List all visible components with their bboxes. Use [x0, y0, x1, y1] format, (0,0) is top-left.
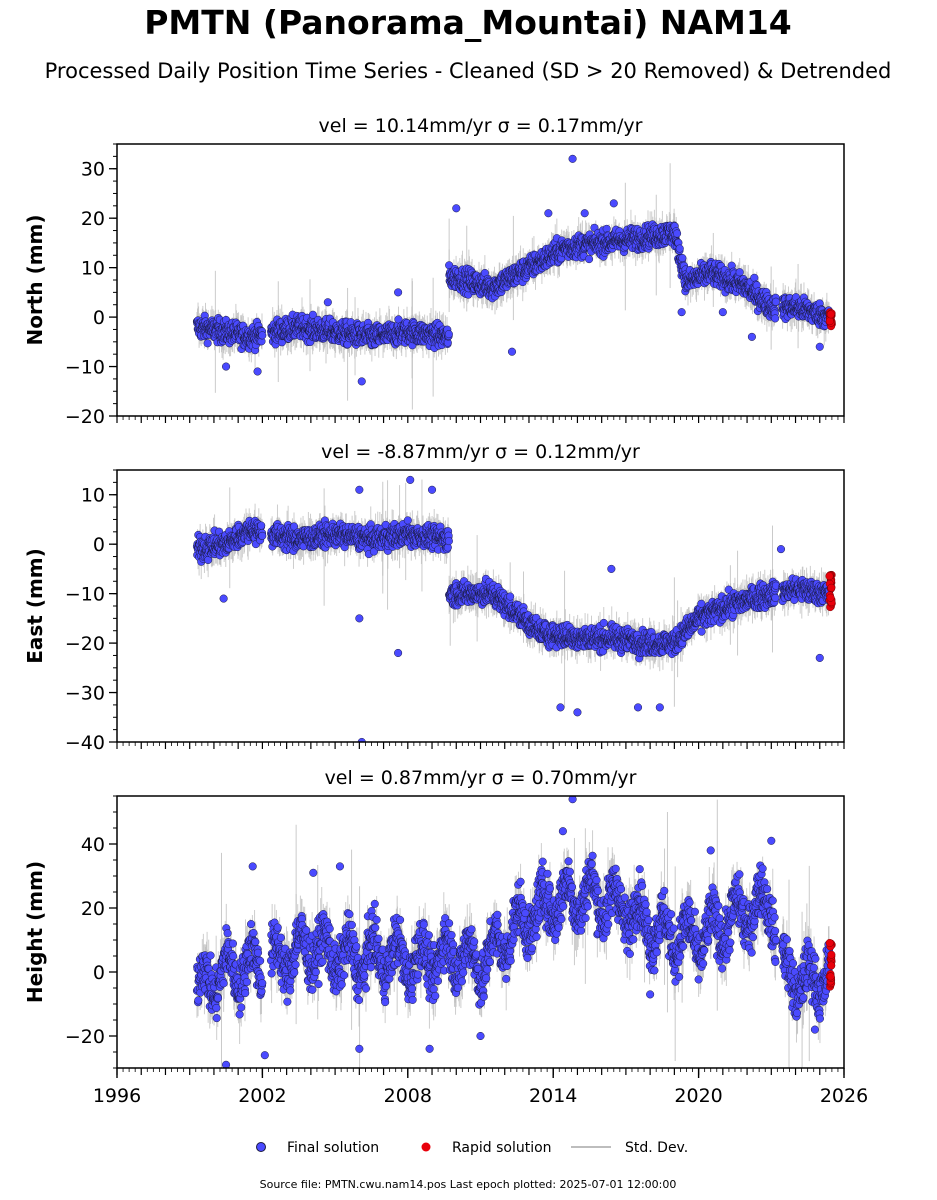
- final-point: [609, 199, 618, 208]
- final-point: [544, 209, 553, 218]
- north-panel-title: vel = 10.14mm/yr σ = 0.17mm/yr: [319, 115, 643, 137]
- final-point: [203, 339, 212, 348]
- final-point: [815, 342, 824, 351]
- final-point: [357, 377, 366, 386]
- final-point: [771, 297, 781, 306]
- final-point: [222, 362, 231, 371]
- final-point: [585, 255, 594, 264]
- rapid-point: [825, 317, 834, 326]
- final-point: [675, 244, 684, 253]
- north-final-points: [192, 154, 834, 386]
- final-point: [678, 253, 687, 263]
- final-point: [750, 273, 759, 282]
- final-point: [507, 347, 517, 356]
- final-point: [258, 331, 267, 340]
- final-point: [308, 310, 317, 319]
- y-tick-label: −20: [65, 406, 105, 428]
- final-point: [747, 332, 756, 341]
- final-point: [452, 204, 461, 213]
- north-ylabel: North (mm): [23, 214, 47, 345]
- final-point: [444, 330, 453, 339]
- east-panel-title: vel = -8.87mm/yr σ = 0.12mm/yr: [321, 441, 640, 463]
- y-tick-label: 20: [81, 208, 105, 230]
- final-point: [673, 229, 682, 238]
- rapid-point: [826, 310, 835, 319]
- final-point: [394, 288, 403, 297]
- east-ylabel: East (mm): [23, 548, 47, 664]
- y-tick-label: −10: [65, 357, 105, 379]
- y-tick-label: 30: [81, 159, 105, 181]
- y-tick-label: 0: [93, 307, 105, 329]
- final-point: [253, 367, 262, 376]
- final-point: [677, 308, 686, 317]
- y-tick-label: 10: [81, 258, 105, 280]
- final-point: [735, 268, 744, 277]
- final-point: [718, 308, 727, 317]
- final-point: [580, 209, 589, 218]
- final-point: [771, 314, 780, 323]
- final-point: [568, 154, 577, 163]
- east-final-points: [192, 475, 834, 742]
- figure-title: PMTN (Panorama_Mountai) NAM14: [144, 3, 792, 42]
- panels: vel = 10.14mm/yr σ = 0.17mm/yr North (mm)…: [23, 115, 868, 1107]
- figure-subtitle: Processed Daily Position Time Series - C…: [45, 59, 892, 83]
- north-plot-area: [192, 154, 836, 410]
- final-point: [323, 298, 332, 307]
- north-panel: vel = 10.14mm/yr σ = 0.17mm/yr North (mm)…: [23, 115, 845, 428]
- east-plot-area: [192, 475, 836, 742]
- north-rapid-points: [825, 308, 836, 331]
